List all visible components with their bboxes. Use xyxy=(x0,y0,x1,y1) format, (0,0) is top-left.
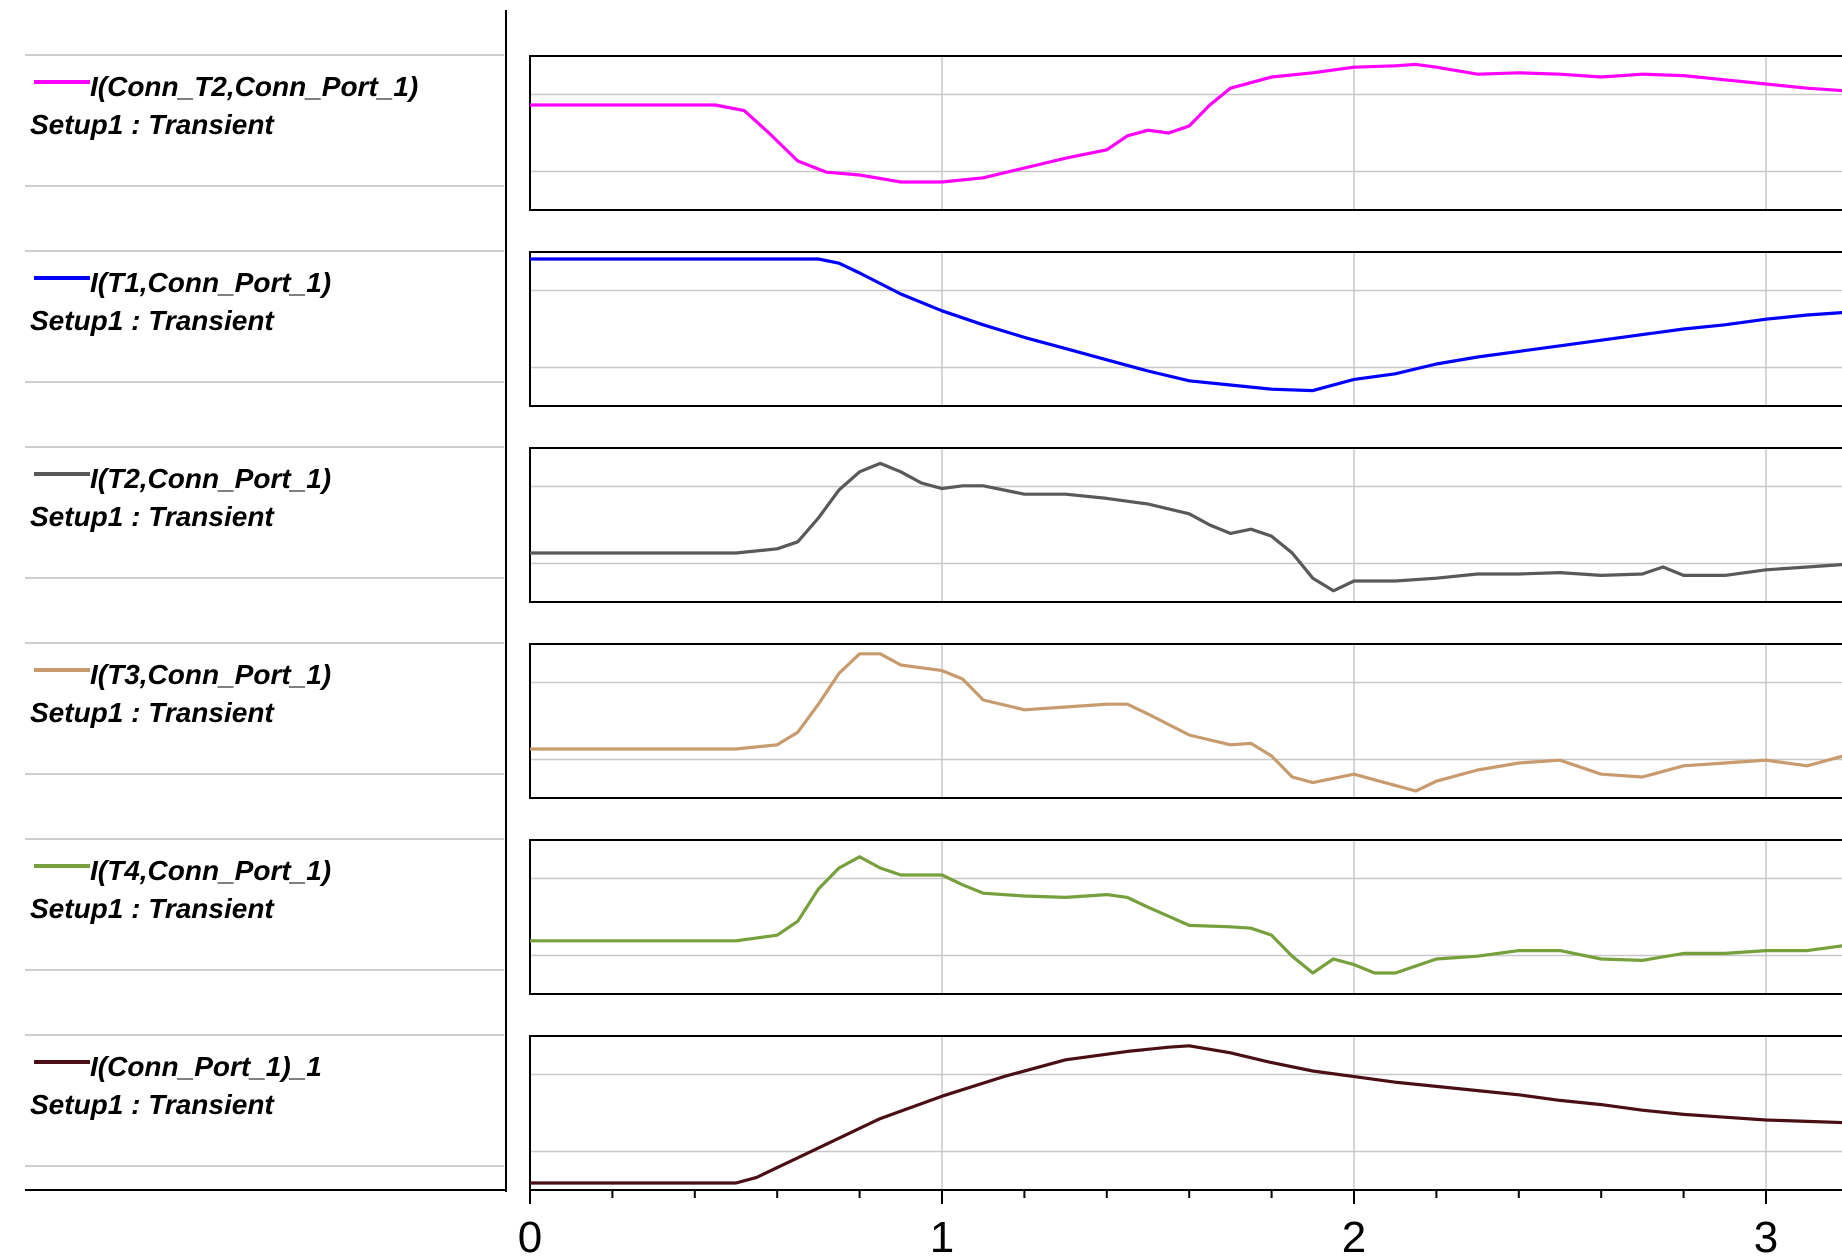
x-tick-label: 3 xyxy=(1754,1213,1778,1257)
plot-panel xyxy=(529,251,1842,407)
panel-frame xyxy=(529,251,1842,407)
legend-series-name: I(T3,Conn_Port_1) xyxy=(90,659,331,690)
plot-panel xyxy=(529,643,1842,799)
legend-setup-label: Setup1 : Transient xyxy=(30,305,275,336)
legend-setup-label: Setup1 : Transient xyxy=(30,1089,275,1120)
plot-panel xyxy=(529,1035,1842,1191)
plot-panel xyxy=(529,55,1842,211)
legend-series-name: I(T1,Conn_Port_1) xyxy=(90,267,331,298)
legend-setup-label: Setup1 : Transient xyxy=(30,893,275,924)
series-line xyxy=(530,652,1842,793)
x-tick-label: 0 xyxy=(518,1213,542,1257)
series-line xyxy=(530,855,1842,975)
legend-series-name: I(Conn_T2,Conn_Port_1) xyxy=(90,71,418,102)
x-tick-label: 2 xyxy=(1342,1213,1366,1257)
panel-frame xyxy=(529,55,1842,211)
legend-setup-label: Setup1 : Transient xyxy=(30,697,275,728)
legend-series-name: I(T4,Conn_Port_1) xyxy=(90,855,331,886)
plot-panel xyxy=(529,447,1842,603)
plot-panel xyxy=(529,839,1842,995)
legend-series-name: I(Conn_Port_1)_1 xyxy=(90,1051,322,1082)
series-line xyxy=(530,257,1842,393)
series-line xyxy=(530,1044,1842,1185)
legend-series-name: I(T2,Conn_Port_1) xyxy=(90,463,331,494)
series-line xyxy=(530,62,1842,184)
series-line xyxy=(530,461,1842,593)
legend-setup-label: Setup1 : Transient xyxy=(30,109,275,140)
panel-frame xyxy=(529,643,1842,799)
legend-setup-label: Setup1 : Transient xyxy=(30,501,275,532)
legend-area: I(Conn_T2,Conn_Port_1) Setup1 : Transient… xyxy=(25,10,507,1192)
x-tick-label: 1 xyxy=(930,1213,954,1257)
panel-frame xyxy=(529,839,1842,995)
x-axis: 0 1 2 3 xyxy=(25,1189,1778,1257)
plot-panels xyxy=(529,55,1842,1191)
panel-frame xyxy=(529,1035,1842,1191)
panel-frame xyxy=(529,447,1842,603)
